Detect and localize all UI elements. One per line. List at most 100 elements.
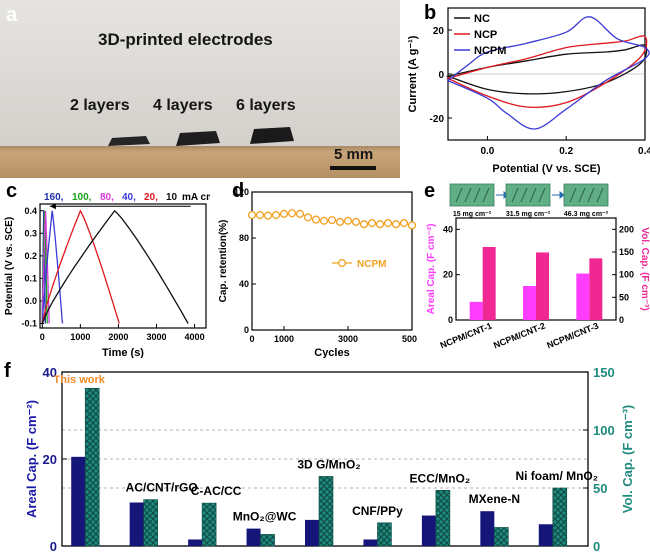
x-tick-label: 0.0 xyxy=(480,146,494,157)
gcd-curve-20 xyxy=(41,209,120,324)
y-left-tick-label: 20 xyxy=(443,270,453,280)
y-right-tick-label: 50 xyxy=(619,292,629,302)
legend-label-ncp: NCP xyxy=(474,29,497,41)
data-point-13 xyxy=(351,217,361,226)
y-tick-label: 80 xyxy=(239,233,249,243)
panel-label-f: f xyxy=(4,360,11,382)
y-right-axis-label: Vol. Cap. (F cm⁻³) xyxy=(639,227,650,310)
category-label-1: NCPM/CNT-1 xyxy=(439,321,494,351)
bar-vol-1 xyxy=(482,247,496,320)
rate-arrow-head xyxy=(49,203,56,210)
data-point-14 xyxy=(359,220,369,229)
bar-areal-2 xyxy=(523,286,536,320)
electrode-inset-2 xyxy=(505,183,551,207)
plot-frame xyxy=(39,203,207,329)
inset-ridge xyxy=(529,187,537,203)
category-label-9: Ni foam/ MnO₂ xyxy=(515,469,598,483)
inset-arrow xyxy=(552,191,565,199)
y-axis-label: Potential (V vs. SCE) xyxy=(4,217,15,315)
x-tick-label: 3000 xyxy=(338,334,358,344)
category-label-7: ECC/MnO₂ xyxy=(410,471,471,485)
sample-2-layers xyxy=(108,136,150,146)
y-right-tick-label: 150 xyxy=(619,247,634,257)
data-point-3 xyxy=(271,210,281,220)
y-right-tick-label: 0 xyxy=(593,539,600,554)
data-point-12 xyxy=(343,216,353,225)
photo-panel: 3D-printed electrodes 2 layers 4 layers … xyxy=(0,0,400,178)
category-label-5: 3D G/MnO₂ xyxy=(297,457,360,471)
y-tick-label: 120 xyxy=(234,187,249,197)
data-point-19 xyxy=(399,218,409,228)
x-tick-label: 0 xyxy=(40,332,45,342)
label-6-layers: 6 layers xyxy=(236,97,296,114)
data-point-20 xyxy=(407,221,417,230)
x-tick-label: 0 xyxy=(249,334,254,344)
x-tick-label: 0.2 xyxy=(559,146,573,157)
legend-label-ncpm: NCPM xyxy=(357,259,386,270)
data-point-18 xyxy=(391,220,401,229)
legend-label-nc: NC xyxy=(474,13,490,25)
y-tick-label: 20 xyxy=(433,26,445,37)
bar-areal-7 xyxy=(421,515,436,546)
data-point-0 xyxy=(247,210,257,220)
chart-e: 15 mg cm⁻² 31.5 mg cm⁻² 46.3 mg cm⁻² 0 20 40 0… xyxy=(426,183,650,351)
panel-label-e: e xyxy=(424,180,436,202)
inset-ridge xyxy=(464,187,472,203)
bar-vol-3 xyxy=(589,258,603,320)
data-point-15 xyxy=(367,218,377,228)
bar-vol-3 xyxy=(201,502,217,547)
legend-rate-100: 100, xyxy=(72,192,92,203)
category-label-4: MnO₂@WC xyxy=(233,510,297,524)
legend-label-ncpm: NCPM xyxy=(474,45,506,57)
bar-areal-9 xyxy=(538,524,553,546)
bar-vol-4 xyxy=(260,534,275,547)
x-axis-label: Cycles xyxy=(314,347,349,358)
bar-vol-9 xyxy=(552,487,568,547)
bar-vol-1 xyxy=(84,387,100,547)
y-left-tick-label: 20 xyxy=(43,452,57,467)
inset-loading-label-2: 31.5 mg cm⁻² xyxy=(506,211,551,218)
data-point-17 xyxy=(383,218,393,228)
y-right-tick-label: 100 xyxy=(619,270,634,280)
y-tick-label: 0 xyxy=(244,325,249,335)
x-axis-label: Potential (V vs. SCE) xyxy=(492,163,601,175)
data-point-8 xyxy=(311,215,321,224)
wood-surface xyxy=(0,146,400,178)
inset-ridge xyxy=(482,187,490,203)
label-2-layers: 2 layers xyxy=(70,97,130,114)
legend-marker-ncpm xyxy=(337,258,347,268)
chart-c: 0 1000 2000 3000 4000 -0.1 0.0 0.1 0.2 0.3 0.4 Time… xyxy=(4,192,210,358)
legend-rate-160: 160, xyxy=(44,192,64,203)
legend-rate-10: 10 xyxy=(166,192,178,203)
legend-rate-80: 80, xyxy=(100,192,114,203)
label-4-layers: 4 layers xyxy=(153,97,213,114)
y-tick-label: 40 xyxy=(239,279,249,289)
bar-areal-2 xyxy=(129,502,144,546)
x-axis-label: Time (s) xyxy=(102,347,144,358)
y-left-tick-label: 0 xyxy=(448,315,453,325)
inset-ridge xyxy=(511,187,519,203)
y-tick-label: 0.2 xyxy=(24,251,37,261)
data-point-10 xyxy=(327,216,337,225)
panel-label-c: c xyxy=(6,180,18,202)
y-left-axis-label: Areal Cap. (F cm⁻²) xyxy=(24,400,39,518)
bar-areal-3 xyxy=(576,273,590,320)
wall xyxy=(0,0,400,150)
legend-rate-40: 40, xyxy=(122,192,136,203)
bar-areal-1 xyxy=(469,301,483,320)
y-right-tick-label: 200 xyxy=(619,224,634,234)
inset-ridge xyxy=(569,187,577,203)
bar-vol-7 xyxy=(435,490,451,547)
panel-label-a: a xyxy=(6,4,18,26)
photo-title: 3D-printed electrodes xyxy=(98,30,273,49)
x-tick-label: 1000 xyxy=(274,334,294,344)
inset-ridge xyxy=(473,187,481,203)
chart-f: 0 20 40 0 50 100 150 Areal Cap. (F cm⁻²) Vol. Ca… xyxy=(24,365,635,554)
y-left-tick-label: 0 xyxy=(50,539,57,554)
category-label-3: C-AC/CC xyxy=(191,484,242,498)
y-right-tick-label: 100 xyxy=(593,423,615,438)
bar-vol-2 xyxy=(143,499,158,547)
y-left-axis-label: Areal Cap. (F cm⁻²) xyxy=(426,224,437,315)
